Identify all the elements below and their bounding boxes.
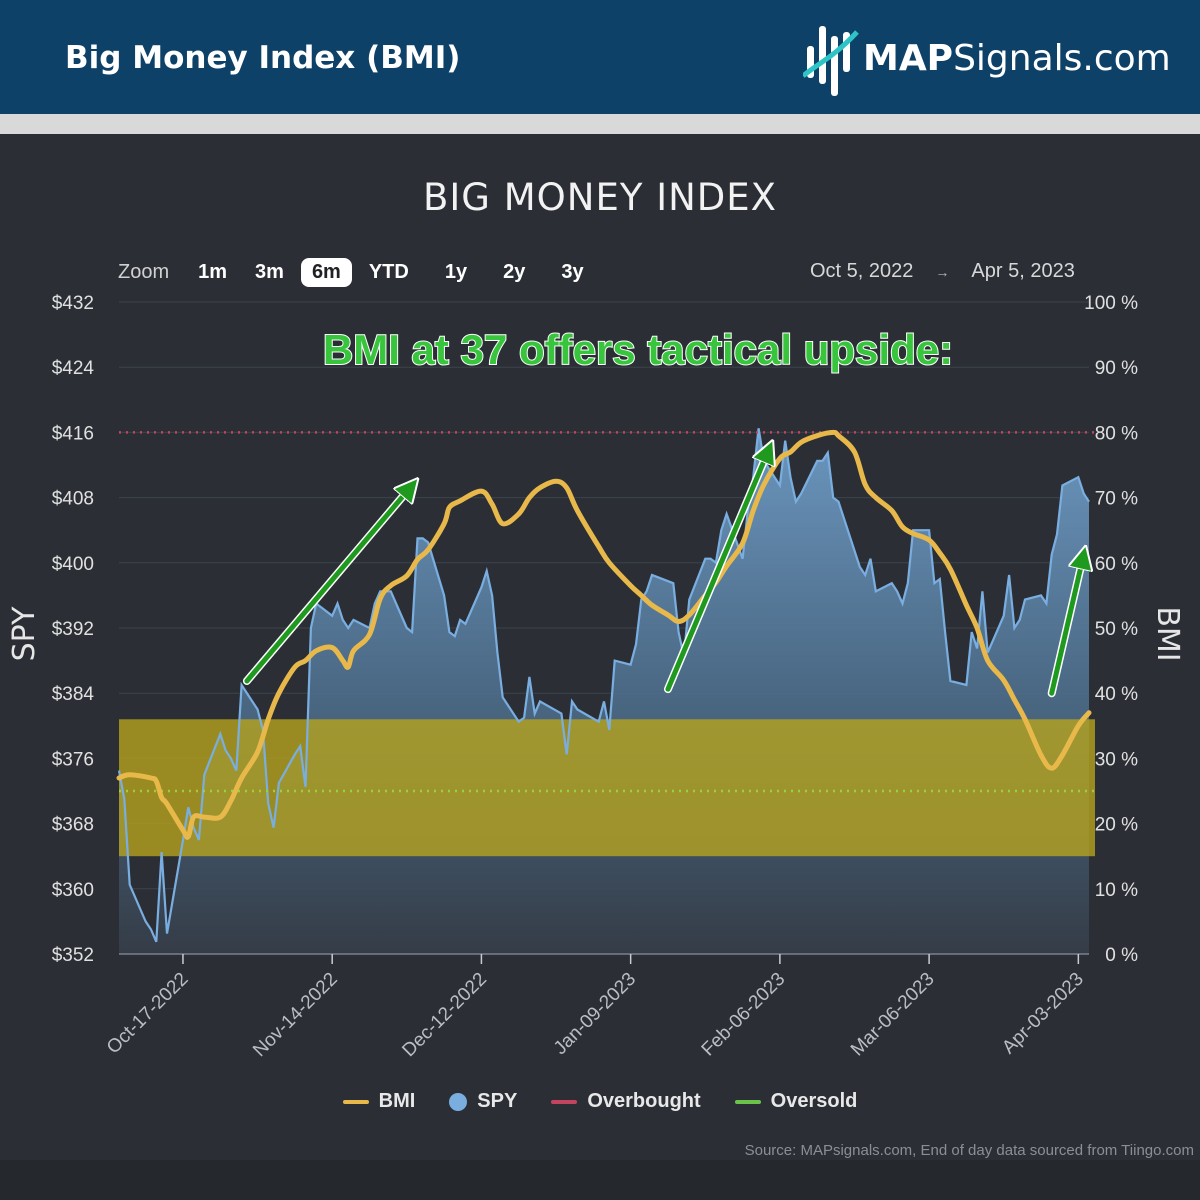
x-tick-label: Nov-14-2022 [249, 969, 342, 1062]
header-title: Big Money Index (BMI) [65, 40, 461, 76]
y-right-tick-label: 40 % [1095, 684, 1138, 705]
bmi-line [116, 429, 1092, 840]
y-left-tick-label: $416 [52, 423, 94, 444]
y-right-tick-label: 100 % [1084, 293, 1138, 314]
y-right-tick-label: 20 % [1095, 815, 1138, 836]
x-tick-label: Oct-17-2022 [103, 969, 193, 1059]
y-left-tick-label: $392 [52, 619, 94, 640]
zoom-3y-button[interactable]: 3y [561, 260, 584, 283]
left-axis-ticks: $432 $424 $416 $408 $400 $392 $384 $376 $368 $360… [52, 293, 95, 966]
zoom-ytd-button[interactable]: YTD [368, 260, 409, 283]
y-left-tick-label: $432 [52, 293, 94, 314]
y-left-tick-label: $360 [52, 880, 94, 901]
zoom-label: Zoom [118, 260, 170, 283]
zoom-6m-button[interactable]: 6m [300, 257, 352, 287]
y-right-tick-label: 60 % [1095, 554, 1138, 575]
legend-item-overbought[interactable]: Overbought [551, 1090, 701, 1113]
legend-line-icon [342, 1099, 369, 1104]
x-tick-label: Feb-06-2023 [698, 969, 790, 1061]
y-left-tick-label: $352 [52, 945, 94, 966]
y-right-tick-label: 30 % [1095, 749, 1138, 770]
zoom-2y-button[interactable]: 2y [503, 260, 526, 283]
x-tick-label: Mar-06-2023 [847, 969, 939, 1061]
trend-arrow-icon [1049, 555, 1084, 696]
legend-overbought-label: Overbought [587, 1090, 701, 1112]
source-note: Source: MAPsignals.com, End of day data … [744, 1142, 1194, 1159]
date-from-input[interactable]: Oct 5, 2022 [810, 260, 914, 282]
y-right-tick-label: 10 % [1095, 880, 1138, 901]
x-tick-label: Jan-09-2023 [550, 969, 640, 1059]
footer-band [0, 1160, 1200, 1200]
logo-bars-icon [801, 26, 859, 96]
legend-line-icon [734, 1099, 761, 1104]
date-to-input[interactable]: Apr 5, 2023 [971, 260, 1075, 282]
spy-line [117, 428, 1090, 943]
chart-legend: BMI SPY Overbought Oversold [0, 1090, 1200, 1113]
legend-item-oversold[interactable]: Oversold [734, 1090, 858, 1113]
date-range: Oct 5, 2022 → Apr 5, 2023 [810, 260, 1075, 283]
annotation-text: BMI at 37 offers tactical upside: [323, 326, 953, 373]
y-right-tick-label: 90 % [1095, 358, 1138, 379]
chart-title: BIG MONEY INDEX [423, 176, 777, 219]
y-right-tick-label: 70 % [1095, 489, 1138, 510]
y-axis-left-label: SPY [7, 606, 42, 661]
header-divider [0, 114, 1200, 134]
y-left-tick-label: $408 [52, 489, 94, 510]
y-left-tick-label: $384 [52, 684, 95, 705]
y-right-tick-label: 80 % [1095, 423, 1138, 444]
header-bar: Big Money Index (BMI) MAPSignals.com [0, 0, 1200, 114]
spy-area [119, 428, 1089, 954]
legend-item-spy[interactable]: SPY [449, 1090, 517, 1113]
x-tick-label: Dec-12-2022 [398, 969, 491, 1062]
y-left-tick-label: $368 [52, 815, 94, 836]
zoom-1m-button[interactable]: 1m [198, 260, 228, 283]
y-right-tick-label: 0 % [1105, 945, 1138, 966]
legend-dot-icon [449, 1092, 468, 1111]
legend-item-bmi[interactable]: BMI [342, 1090, 415, 1113]
logo-text: MAPSignals.com [863, 38, 1171, 79]
mapsignals-logo[interactable]: MAPSignals.com [801, 22, 1183, 100]
zoom-selector: Zoom 1m 3m 6m YTD 1y 2y 3y [118, 256, 601, 288]
zoom-1y-button[interactable]: 1y [444, 260, 468, 283]
zoom-3m-button[interactable]: 3m [255, 260, 284, 283]
right-axis-ticks: 100 % 90 % 80 % 70 % 60 % 50 % 40 % 30 % 20 % 10 … [1084, 293, 1138, 966]
y-left-tick-label: $424 [52, 358, 95, 379]
legend-oversold-label: Oversold [770, 1090, 858, 1112]
x-tick-label: Apr-03-2023 [998, 969, 1088, 1059]
y-left-tick-label: $376 [52, 749, 94, 770]
y-left-tick-label: $400 [52, 554, 94, 575]
oversold-band [119, 719, 1095, 857]
trend-arrow-icon [665, 449, 769, 692]
arrow-right-icon: → [935, 264, 950, 280]
trend-arrows [242, 449, 1084, 698]
trend-arrow-icon [244, 485, 412, 684]
legend-line-icon [551, 1099, 578, 1104]
y-right-tick-label: 50 % [1095, 619, 1138, 640]
y-axis-right-label: BMI [1150, 606, 1185, 661]
x-axis-ticks: Oct-17-2022 Nov-14-2022 Dec-12-2022 Jan-09-… [103, 953, 1089, 1062]
